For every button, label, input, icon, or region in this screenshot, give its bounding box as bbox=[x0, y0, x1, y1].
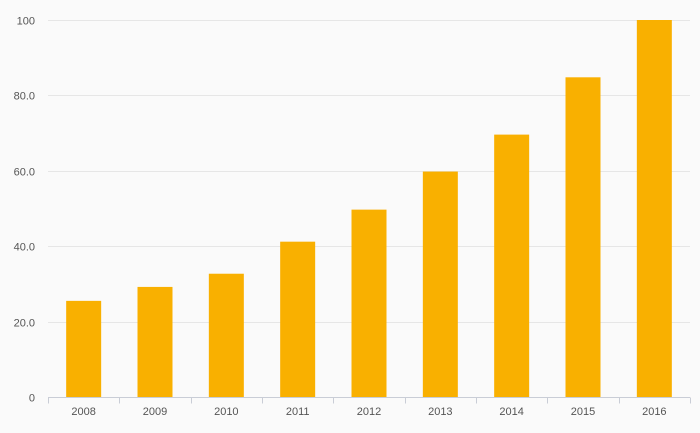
bar-2011[interactable] bbox=[280, 241, 316, 397]
y-tick-label: 60.0 bbox=[14, 167, 35, 179]
bar-2008[interactable] bbox=[66, 300, 102, 397]
bar-2010[interactable] bbox=[208, 273, 244, 397]
x-tick-label: 2016 bbox=[642, 406, 666, 418]
x-tick-label: 2009 bbox=[143, 406, 167, 418]
bars bbox=[66, 20, 672, 397]
y-tick-label: 100 bbox=[17, 16, 35, 28]
bar-2015[interactable] bbox=[565, 77, 601, 397]
x-tick-labels: 2008 2009 2010 2011 2012 2013 2014 2015 2016 bbox=[71, 406, 666, 418]
bar-2016[interactable] bbox=[636, 20, 672, 397]
y-tick-label: 40.0 bbox=[14, 242, 35, 254]
bar-2014[interactable] bbox=[494, 134, 530, 397]
x-tick-label: 2015 bbox=[571, 406, 595, 418]
x-tick-label: 2010 bbox=[214, 406, 238, 418]
y-tick-label: 20.0 bbox=[14, 318, 35, 330]
x-tick-label: 2011 bbox=[286, 406, 310, 418]
x-tick-label: 2012 bbox=[357, 406, 381, 418]
bar-2013[interactable] bbox=[422, 171, 458, 397]
x-tick-label: 2014 bbox=[499, 406, 523, 418]
bar-2009[interactable] bbox=[137, 286, 173, 397]
y-tick-labels: 0 20.0 40.0 60.0 80.0 100 bbox=[14, 16, 35, 405]
y-tick-label: 0 bbox=[29, 393, 35, 405]
x-tick-label: 2013 bbox=[428, 406, 452, 418]
bar-2012[interactable] bbox=[351, 209, 387, 397]
x-axis bbox=[48, 397, 691, 404]
x-tick-label: 2008 bbox=[71, 406, 95, 418]
y-tick-label: 80.0 bbox=[14, 91, 35, 103]
